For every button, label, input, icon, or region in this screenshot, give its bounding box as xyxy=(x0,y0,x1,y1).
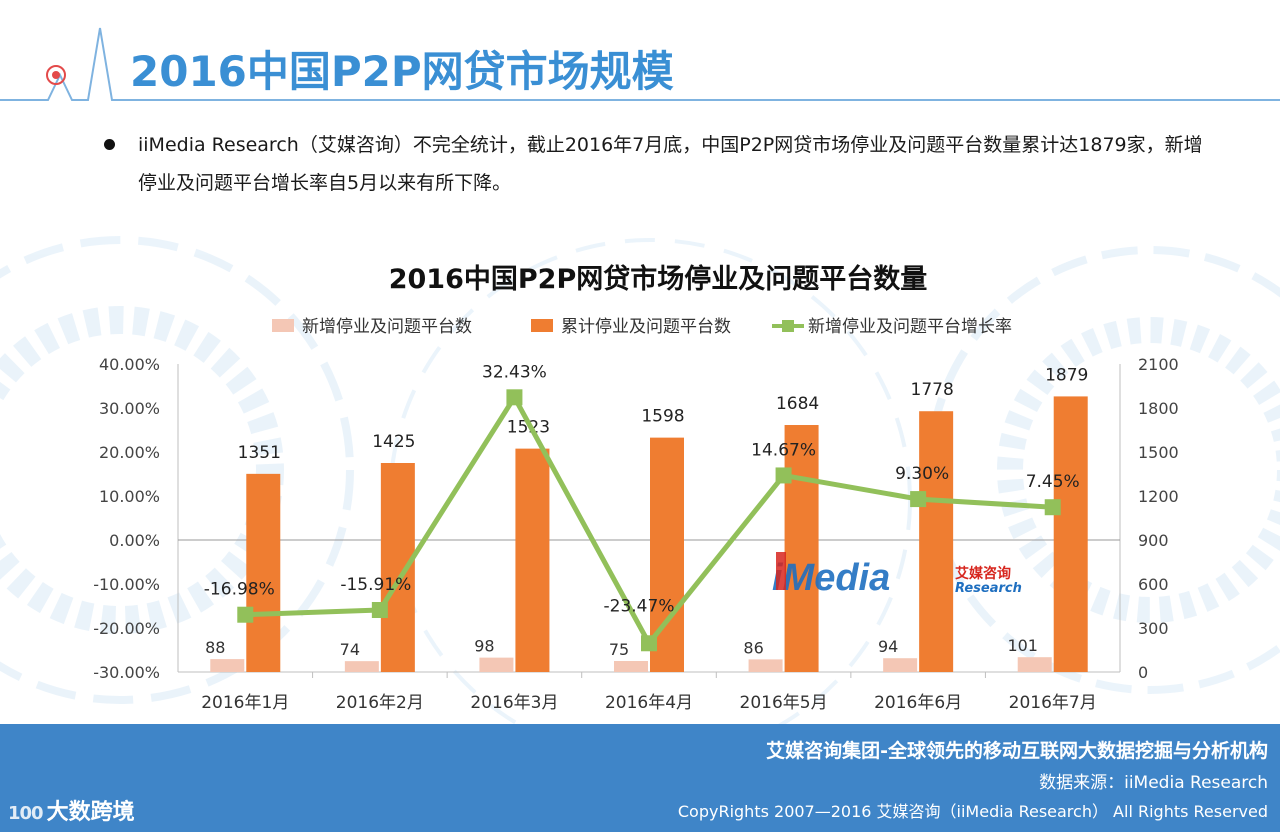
x-tick-label: 2016年1月 xyxy=(201,693,289,713)
y-right-tick-label: 0 xyxy=(1138,663,1148,682)
bar-new-3 xyxy=(479,657,514,672)
y-left-tick-label: 20.00% xyxy=(99,443,160,462)
rate-point-5 xyxy=(775,467,792,484)
rate-point-6 xyxy=(910,491,927,508)
chart-title: 2016中国P2P网贷市场停业及问题平台数量 xyxy=(389,263,928,295)
label-new-1: 88 xyxy=(205,638,225,657)
bar-cumulative-3 xyxy=(515,448,550,672)
summary-bullet: iiMedia Research（艾媒咨询）不完全统计，截止2016年7月底，中… xyxy=(104,126,1214,202)
bar-cumulative-6 xyxy=(919,411,954,672)
rate-label-3: 32.43% xyxy=(482,362,547,382)
bar-cumulative-2 xyxy=(380,463,415,672)
page-title: 2016中国P2P网贷市场规模 xyxy=(130,47,674,96)
footer-source: 数据来源：iiMedia Research xyxy=(1039,773,1268,793)
bar-new-4 xyxy=(614,661,648,672)
rate-point-3 xyxy=(506,389,523,406)
label-cumulative-6: 1778 xyxy=(911,380,954,400)
x-tick-label: 2016年6月 xyxy=(874,693,962,713)
y-right-tick-label: 1800 xyxy=(1138,399,1179,418)
bar-new-2 xyxy=(344,661,379,672)
y-right-tick-label: 2100 xyxy=(1138,355,1179,374)
legend-label-0: 新增停业及问题平台数 xyxy=(302,317,472,337)
rate-point-7 xyxy=(1044,499,1061,516)
label-cumulative-1: 1351 xyxy=(238,443,281,463)
corner-logo: 100 大数跨境 xyxy=(8,794,135,826)
label-new-2: 74 xyxy=(340,640,360,659)
x-tick-label: 2016年3月 xyxy=(470,693,558,713)
footer-tagline: 艾媒咨询集团-全球领先的移动互联网大数据挖掘与分析机构 xyxy=(766,740,1268,762)
bar-new-5 xyxy=(748,659,783,672)
corner-logo-number: 100 xyxy=(8,803,44,824)
legend-swatch-0 xyxy=(272,319,294,332)
summary-text: iiMedia Research（艾媒咨询）不完全统计，截止2016年7月底，中… xyxy=(138,134,1203,194)
bar-new-6 xyxy=(883,658,918,672)
rate-point-4 xyxy=(641,635,657,652)
bar-cumulative-5 xyxy=(784,425,819,672)
footer-copyright: CopyRights 2007—2016 艾媒咨询（iiMedia Resear… xyxy=(677,802,1268,821)
legend-marker-2 xyxy=(782,320,794,332)
rate-label-5: 14.67% xyxy=(751,440,816,460)
y-right-tick-label: 300 xyxy=(1138,619,1169,638)
x-tick-label: 2016年4月 xyxy=(605,693,693,713)
label-cumulative-7: 1879 xyxy=(1045,365,1088,385)
rate-label-7: 7.45% xyxy=(1026,472,1080,492)
legend-swatch-1 xyxy=(531,319,553,332)
label-cumulative-5: 1684 xyxy=(776,394,819,414)
bullet-dot-icon xyxy=(104,139,115,150)
legend-label-2: 新增停业及问题平台增长率 xyxy=(808,317,1012,337)
svg-text:iMedia: iMedia xyxy=(772,557,890,599)
footer-band: 艾媒咨询集团-全球领先的移动互联网大数据挖掘与分析机构 数据来源：iiMedia… xyxy=(0,724,1280,832)
y-left-tick-label: 30.00% xyxy=(99,399,160,418)
bar-new-1 xyxy=(210,659,245,672)
header-pulse-line xyxy=(0,27,1280,101)
rate-label-6: 9.30% xyxy=(895,464,949,484)
rate-label-4: -23.47% xyxy=(604,596,675,616)
svg-text:Research: Research xyxy=(955,581,1022,596)
y-left-tick-label: 0.00% xyxy=(109,531,160,550)
y-left-tick-label: 40.00% xyxy=(99,355,160,374)
label-new-4: 75 xyxy=(609,640,629,659)
legend-label-1: 累计停业及问题平台数 xyxy=(561,317,731,337)
label-new-6: 94 xyxy=(878,637,898,656)
y-right-tick-label: 1200 xyxy=(1138,487,1179,506)
y-right-tick-label: 900 xyxy=(1138,531,1169,550)
y-left-tick-label: -20.00% xyxy=(93,619,160,638)
label-cumulative-4: 1598 xyxy=(641,407,684,427)
y-left-tick-label: -10.00% xyxy=(93,575,160,594)
y-left-tick-label: -30.00% xyxy=(93,663,160,682)
y-right-tick-label: 600 xyxy=(1138,575,1169,594)
rate-label-1: -16.98% xyxy=(204,580,275,600)
rate-point-2 xyxy=(371,602,388,619)
label-new-5: 86 xyxy=(743,638,763,657)
label-new-7: 101 xyxy=(1007,636,1038,655)
label-new-3: 98 xyxy=(474,637,494,656)
svg-text:艾媒咨询: 艾媒咨询 xyxy=(955,565,1011,582)
y-left-tick-label: 10.00% xyxy=(99,487,160,506)
signal-icon xyxy=(46,65,66,85)
rate-point-1 xyxy=(237,606,254,623)
bar-cumulative-7 xyxy=(1053,396,1088,672)
bar-new-7 xyxy=(1017,657,1052,672)
corner-logo-text: 大数跨境 xyxy=(46,800,135,825)
rate-label-2: -15.91% xyxy=(340,575,411,595)
x-tick-label: 2016年5月 xyxy=(740,693,828,713)
bar-cumulative-1 xyxy=(246,473,281,672)
y-right-tick-label: 1500 xyxy=(1138,443,1179,462)
x-tick-label: 2016年7月 xyxy=(1009,693,1097,713)
x-tick-label: 2016年2月 xyxy=(336,693,424,713)
label-cumulative-2: 1425 xyxy=(372,432,415,452)
